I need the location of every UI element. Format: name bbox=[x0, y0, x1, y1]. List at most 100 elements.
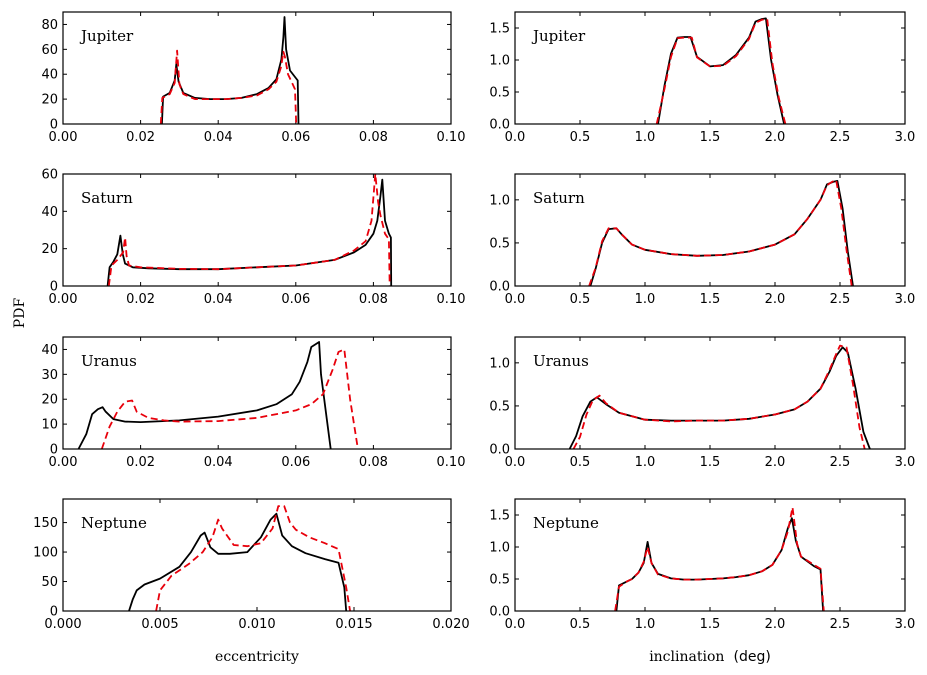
x-tick-label: 0.000 bbox=[44, 617, 81, 632]
x-tick-label: 2.0 bbox=[765, 130, 786, 145]
plot-frame bbox=[62, 173, 452, 287]
y-tick-label: 20 bbox=[41, 242, 58, 257]
plot-frame bbox=[62, 498, 452, 612]
x-tick-label: 2.0 bbox=[765, 617, 786, 632]
series-dashed-line bbox=[155, 505, 351, 612]
x-tick-label: 3.0 bbox=[895, 455, 916, 470]
series-solid-line bbox=[657, 17, 785, 125]
x-tick-label: 0.020 bbox=[432, 617, 469, 632]
x-tick-label: 1.0 bbox=[635, 292, 656, 307]
x-tick-label: 0.5 bbox=[570, 617, 591, 632]
y-tick-label: 20 bbox=[41, 393, 58, 408]
y-tick-label: 0.5 bbox=[489, 236, 510, 251]
x-tick-label: 2.5 bbox=[830, 130, 851, 145]
y-tick-label: 10 bbox=[41, 418, 58, 433]
y-tick-label: 40 bbox=[41, 68, 58, 83]
y-tick-label: 150 bbox=[33, 516, 58, 531]
x-tick-label: 0.0 bbox=[505, 455, 526, 470]
series-solid-line bbox=[161, 16, 300, 125]
x-tick-label: 0.010 bbox=[238, 617, 275, 632]
x-tick-label: 0.06 bbox=[281, 455, 310, 470]
x-tick-label: 0.10 bbox=[437, 292, 466, 307]
plot-frame bbox=[514, 173, 906, 287]
series-solid-line bbox=[106, 178, 393, 287]
series-solid-line bbox=[568, 346, 871, 450]
series-solid-line bbox=[589, 179, 854, 287]
series-dashed-line bbox=[159, 49, 298, 125]
panel-uranus-inc: 0.0 0.5 1.0 1.5 2.0 2.5 3.0 0.0 0.5 1.0 Uranus bbox=[489, 336, 916, 470]
y-tick-label: 100 bbox=[33, 546, 58, 561]
x-tick-label: 0.005 bbox=[141, 617, 178, 632]
y-tick-label: 0 bbox=[50, 280, 58, 295]
y-tick-label: 60 bbox=[41, 168, 58, 183]
x-tick-label: 1.0 bbox=[635, 455, 656, 470]
y-tick-label: 0.0 bbox=[489, 118, 510, 133]
x-tick-label: 0.5 bbox=[570, 455, 591, 470]
y-tick-label: 0.0 bbox=[489, 605, 510, 620]
y-axis-title: PDF bbox=[12, 298, 28, 329]
series-dashed-line bbox=[614, 506, 825, 612]
series-solid-line bbox=[615, 517, 824, 612]
x-tick-label: 0.10 bbox=[437, 130, 466, 145]
planet-label: Jupiter bbox=[79, 27, 134, 45]
plot-frame bbox=[62, 336, 452, 450]
y-tick-label: 40 bbox=[41, 343, 58, 358]
x-axis-title-inclination-unit: (deg) bbox=[733, 649, 770, 665]
plot-frame bbox=[514, 11, 906, 125]
y-tick-label: 1.5 bbox=[489, 22, 510, 37]
planet-label: Uranus bbox=[533, 352, 589, 370]
series-solid-line bbox=[77, 341, 332, 450]
x-tick-label: 2.0 bbox=[765, 292, 786, 307]
planet-label: Neptune bbox=[81, 514, 147, 532]
y-tick-label: 20 bbox=[41, 93, 58, 108]
y-tick-label: 0.0 bbox=[489, 443, 510, 458]
x-tick-label: 1.0 bbox=[635, 617, 656, 632]
panel-saturn-ecc: 0.00 0.02 0.04 0.06 0.08 0.10 0 20 40 60 Saturn bbox=[41, 168, 465, 308]
y-tick-label: 0 bbox=[50, 443, 58, 458]
x-tick-label: 0.06 bbox=[281, 292, 310, 307]
planet-label: Neptune bbox=[533, 514, 599, 532]
series-dashed-line bbox=[655, 18, 787, 125]
series-dashed-line bbox=[100, 348, 359, 450]
y-tick-label: 1.0 bbox=[489, 356, 510, 371]
panels-container: 0.00 0.02 0.04 0.06 0.08 0.10020406080Jupiter… bbox=[33, 11, 916, 632]
x-tick-label: 0.08 bbox=[359, 455, 388, 470]
x-axis-title-inclination: inclination (deg) bbox=[649, 646, 771, 665]
x-tick-label: 0.00 bbox=[49, 292, 78, 307]
x-tick-label: 0.015 bbox=[335, 617, 372, 632]
x-tick-label: 0.02 bbox=[126, 292, 155, 307]
x-axis-title-inclination-main: inclination bbox=[649, 649, 724, 665]
x-tick-label: 1.5 bbox=[700, 617, 721, 632]
plot-frame bbox=[514, 498, 906, 612]
x-tick-label: 1.5 bbox=[700, 292, 721, 307]
plot-frame bbox=[514, 336, 906, 450]
x-tick-label: 3.0 bbox=[895, 292, 916, 307]
x-tick-label: 0.04 bbox=[204, 292, 233, 307]
x-tick-label: 2.5 bbox=[830, 617, 851, 632]
panel-neptune-inc: 0.0 0.5 1.0 1.5 2.0 2.5 3.0 0.0 0.5 1.0 1.5 Neptune bbox=[489, 498, 915, 632]
x-tick-label: 0.0 bbox=[505, 617, 526, 632]
x-tick-label: 0.04 bbox=[204, 455, 233, 470]
panel-saturn-inc: 0.0 0.5 1.0 1.5 2.0 2.5 3.0 0.0 0.5 1.0 Saturn bbox=[489, 173, 916, 307]
y-tick-label: 0 bbox=[50, 605, 58, 620]
plot-frame bbox=[62, 11, 452, 125]
y-tick-label: 0.5 bbox=[489, 399, 510, 414]
x-tick-label: 3.0 bbox=[895, 130, 916, 145]
y-tick-label: 40 bbox=[41, 205, 58, 220]
x-tick-label: 0.10 bbox=[437, 455, 466, 470]
y-tick-label: 60 bbox=[41, 43, 58, 58]
planet-label: Uranus bbox=[81, 352, 137, 370]
y-tick-label: 1.5 bbox=[489, 509, 510, 524]
x-tick-label: 2.5 bbox=[830, 292, 851, 307]
planet-label: Jupiter bbox=[531, 27, 586, 45]
series-dashed-line bbox=[572, 344, 866, 450]
y-tick-label: 50 bbox=[41, 575, 58, 590]
planet-label: Saturn bbox=[533, 189, 585, 207]
x-tick-label: 0.0 bbox=[505, 130, 526, 145]
series-dashed-line bbox=[588, 179, 853, 287]
panel-jupiter-ecc: 0.00 0.02 0.04 0.06 0.08 0.10 0 20 40 60 80 Jupiter bbox=[41, 11, 466, 145]
x-tick-label: 0.02 bbox=[126, 130, 155, 145]
y-tick-label: 80 bbox=[41, 18, 58, 33]
x-tick-label: 0.5 bbox=[570, 130, 591, 145]
